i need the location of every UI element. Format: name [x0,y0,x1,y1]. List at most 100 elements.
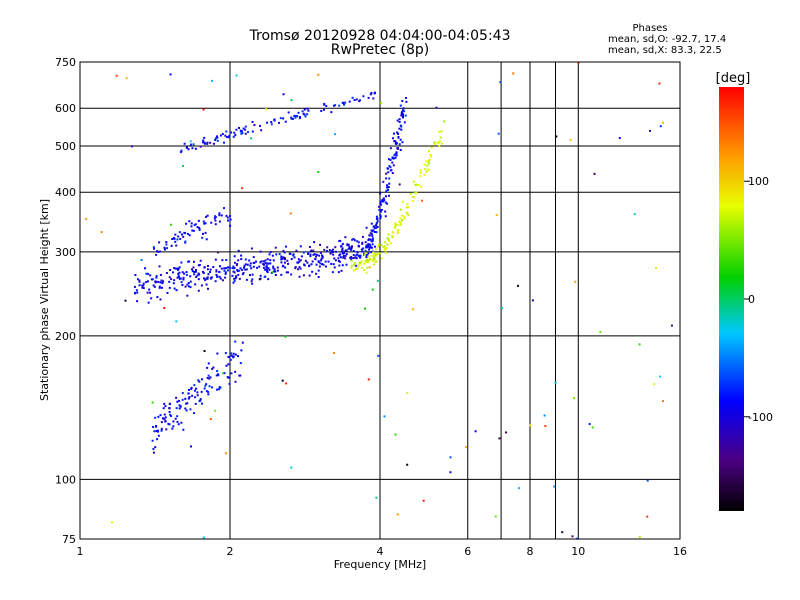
data-point [237,355,240,358]
data-point [151,401,154,404]
data-point [277,121,280,124]
data-point [115,74,118,77]
data-point [282,264,285,267]
data-point [175,244,178,247]
data-point [342,250,345,253]
y-tick-label: 100 [55,473,76,486]
data-point [160,279,163,282]
data-point [235,128,238,131]
data-point [317,276,320,279]
x-tick-label: 1 [77,545,84,558]
data-point [152,451,155,454]
data-point [223,267,226,270]
data-point [206,141,209,144]
data-point [194,223,197,226]
data-point [282,93,285,96]
colorbar-label: [deg] [716,71,751,86]
phase-stats-x: mean, sd,X: 83.3, 22.5 [608,45,722,56]
data-point [184,285,187,288]
data-point [280,261,283,264]
data-point [295,249,298,252]
data-point [385,172,388,175]
data-point [189,408,192,411]
data-point [429,154,432,157]
data-point [202,220,205,223]
data-point [555,135,558,138]
data-point [192,260,195,263]
data-point [319,243,322,246]
data-point [209,270,212,273]
data-point [406,203,409,206]
data-point [155,276,158,279]
data-point [184,407,187,410]
data-point [292,254,295,257]
data-point [271,271,274,274]
data-point [161,282,164,285]
data-point [315,263,318,266]
data-point [209,268,212,271]
data-point [438,145,441,148]
data-point [401,200,404,203]
data-point [424,167,427,170]
data-point [216,370,219,373]
data-point [638,535,641,538]
data-point [215,269,218,272]
data-point [176,415,179,418]
data-point [251,273,254,276]
data-point [373,258,376,261]
data-point [653,383,656,386]
data-point [599,330,602,333]
data-point [350,248,353,251]
colorbar [719,87,744,511]
data-point [187,282,190,285]
data-point [154,416,157,419]
data-point [379,214,382,217]
data-point [244,125,247,128]
data-point [311,270,314,273]
data-point [299,245,302,248]
data-point [364,307,367,310]
data-point [171,271,174,274]
data-point [200,402,203,405]
data-point [176,400,179,403]
data-point [172,282,175,285]
data-point [517,284,520,287]
data-point [494,515,497,518]
data-point [202,141,205,144]
data-point [382,180,385,183]
data-point [321,256,324,259]
data-point [315,255,318,258]
data-point [225,452,228,455]
data-point [338,240,341,243]
data-point [215,135,218,138]
data-point [365,246,368,249]
data-point [387,158,390,161]
data-point [405,100,408,103]
data-point [275,253,278,256]
data-point [205,383,208,386]
data-point [449,456,452,459]
data-point [162,407,165,410]
data-point [222,141,225,144]
data-point [262,266,265,269]
data-point [227,219,230,222]
data-point [232,356,235,359]
data-point [174,233,177,236]
data-point [176,420,179,423]
data-point [354,264,357,267]
data-point [389,158,392,161]
data-point [357,264,360,267]
data-point [385,190,388,193]
data-point [344,254,347,257]
data-point [377,245,380,248]
data-point [300,255,303,258]
data-point [414,191,417,194]
data-point [268,253,271,256]
data-point [194,283,197,286]
data-point [145,272,148,275]
data-point [233,271,236,274]
data-point [180,233,183,236]
data-point [174,417,177,420]
y-tick-label: 200 [55,330,76,343]
data-point [133,285,136,288]
